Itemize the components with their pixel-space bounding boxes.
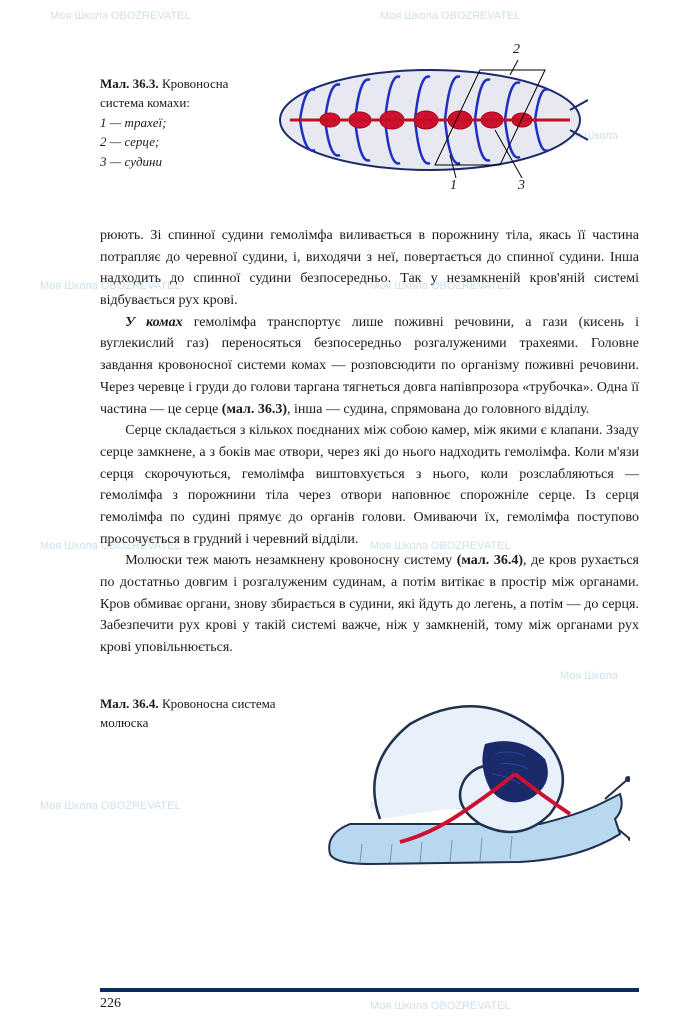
paragraph: Молюски теж мають незамкнену кровоносну … — [100, 550, 639, 658]
figure-legend-item: 1 — трахеї; — [100, 113, 250, 133]
paragraph: Серце складається з кількох поєднаних мі… — [100, 420, 639, 550]
page-content: Мал. 36.3. Кровоносна система комахи: 1 … — [0, 0, 699, 1024]
diagram-label-2: 2 — [513, 42, 520, 58]
text: , інша — судина, спрямована до головного… — [287, 402, 589, 417]
figure-36-4-title: Мал. 36.4. — [100, 696, 159, 711]
figure-36-4-row: Мал. 36.4. Кровоносна система молюска — [100, 694, 639, 874]
figure-36-3-title: Мал. 36.3. — [100, 76, 159, 91]
figure-36-3-caption: Мал. 36.3. Кровоносна система комахи: 1 … — [100, 74, 250, 172]
text-ref: (мал. 36.3) — [222, 402, 287, 417]
insect-circulatory-diagram — [270, 50, 590, 190]
text-emphasis: У комах — [125, 315, 182, 330]
page-rule — [100, 988, 639, 992]
mollusk-circulatory-diagram — [320, 694, 630, 874]
text-ref: (мал. 36.4) — [457, 553, 523, 568]
figure-36-3-row: Мал. 36.3. Кровоносна система комахи: 1 … — [100, 50, 639, 195]
diagram-label-3: 3 — [518, 178, 525, 194]
page-number: 226 — [100, 996, 121, 1012]
diagram-label-1: 1 — [450, 178, 457, 194]
figure-36-3-diagram-wrap: 1 2 3 — [270, 50, 590, 195]
body-text: рюють. Зі спинної судини гемолімфа вилив… — [100, 225, 639, 659]
text: Молюски теж мають незамкнену кровоносну … — [125, 553, 457, 568]
text: , де кров рухається по достатньо довгим … — [100, 553, 639, 655]
text: Серце складається з кількох поєднаних мі… — [100, 423, 639, 546]
figure-legend-item: 2 — серце; — [100, 132, 250, 152]
text: рюють. Зі спинної судини гемолімфа вилив… — [100, 228, 639, 308]
figure-legend-item: 3 — судини — [100, 152, 250, 172]
paragraph: У комах гемолімфа транспортує лише пожив… — [100, 312, 639, 420]
paragraph: рюють. Зі спинної судини гемолімфа вилив… — [100, 225, 639, 312]
figure-36-4-caption: Мал. 36.4. Кровоносна система молюска — [100, 694, 300, 733]
